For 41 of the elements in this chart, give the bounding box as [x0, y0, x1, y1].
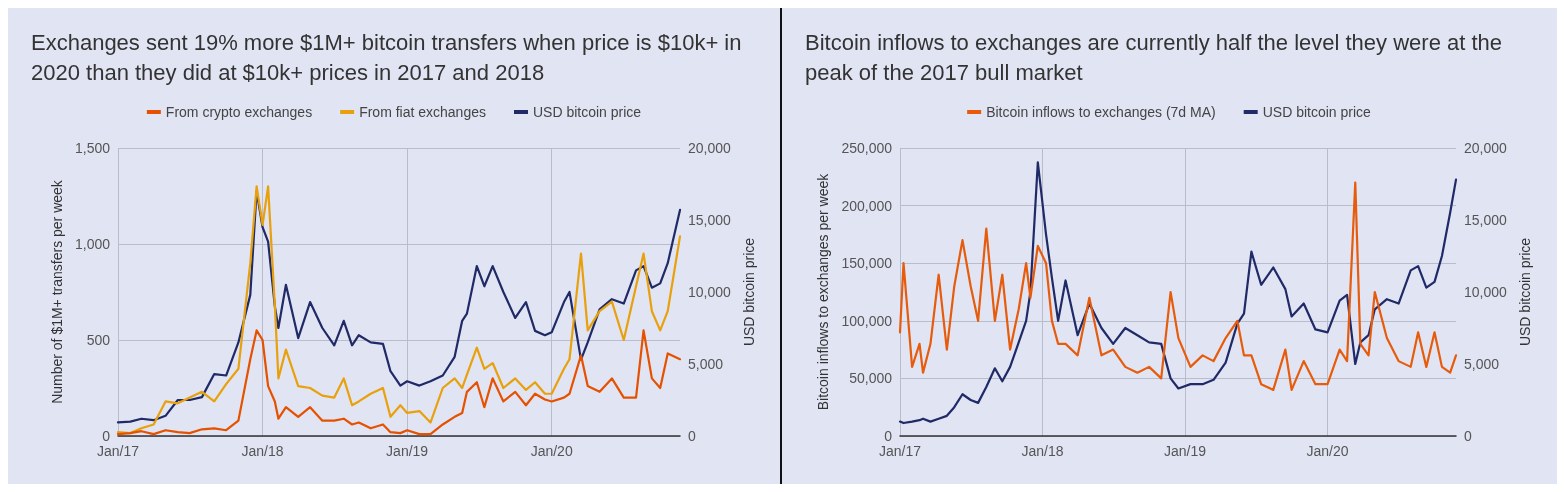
y2-tick-label: 0 [1464, 428, 1472, 444]
x-tick-label: Jan/17 [878, 443, 922, 459]
x-tick-label: Jan/17 [96, 443, 140, 459]
legend-label: From crypto exchanges [165, 104, 313, 120]
x-tick-label: Jan/20 [530, 443, 573, 459]
y-tick-label: 150,000 [841, 255, 893, 272]
y2-tick-label: 10,000 [1464, 284, 1508, 300]
y2-tick-label: 15,000 [1464, 212, 1508, 228]
y2-tick-label: 10,000 [688, 284, 732, 300]
y-axis-title: Number of $1M+ transfers per week [49, 179, 66, 404]
y-tick-label: 100,000 [841, 312, 893, 329]
chart-title: Bitcoin inflows to exchanges are currently half the level they were at the peak of the 2017 bull market [805, 29, 1509, 85]
y2-tick-label: 20,000 [1464, 140, 1508, 156]
line-series [898, 181, 1458, 392]
y2-axis-title: USD bitcoin price [740, 237, 757, 347]
y2-tick-label: 20,000 [688, 140, 732, 156]
x-tick-label: Jan/20 [1306, 443, 1349, 459]
y-tick-label: 0 [102, 428, 111, 444]
y2-axis-title: USD bitcoin price [1516, 237, 1533, 347]
y2-tick-label: 15,000 [688, 212, 732, 228]
y-axis-title: Bitcoin inflows to exchanges per week [815, 172, 832, 411]
legend-label: Bitcoin inflows to exchanges (7d MA) [986, 104, 1216, 120]
chart-title: Exchanges sent 19% more $1M+ bitcoin transfers when price is $10k+ in 2020 than they did at $10k+ prices in 2017 and 2018 [31, 29, 748, 85]
line-series [898, 161, 1458, 425]
x-tick-label: Jan/18 [241, 443, 284, 459]
legend-label: USD bitcoin price [532, 104, 642, 120]
legend-label: From fiat exchanges [359, 104, 486, 120]
legend-label: USD bitcoin price [1262, 104, 1372, 120]
y-tick-label: 50,000 [849, 370, 893, 387]
y2-tick-label: 5,000 [688, 356, 724, 372]
y-tick-label: 500 [86, 332, 111, 348]
y-tick-label: 0 [884, 428, 893, 444]
y-tick-label: 1,000 [74, 236, 111, 252]
y-tick-label: 250,000 [841, 140, 893, 156]
x-tick-label: Jan/19 [386, 443, 429, 459]
x-tick-label: Jan/19 [1164, 443, 1207, 459]
x-tick-label: Jan/18 [1021, 443, 1064, 459]
y2-tick-label: 5,000 [1464, 356, 1500, 372]
y-tick-label: 1,500 [74, 140, 111, 156]
y-tick-label: 200,000 [841, 197, 893, 214]
y2-tick-label: 0 [688, 428, 696, 444]
